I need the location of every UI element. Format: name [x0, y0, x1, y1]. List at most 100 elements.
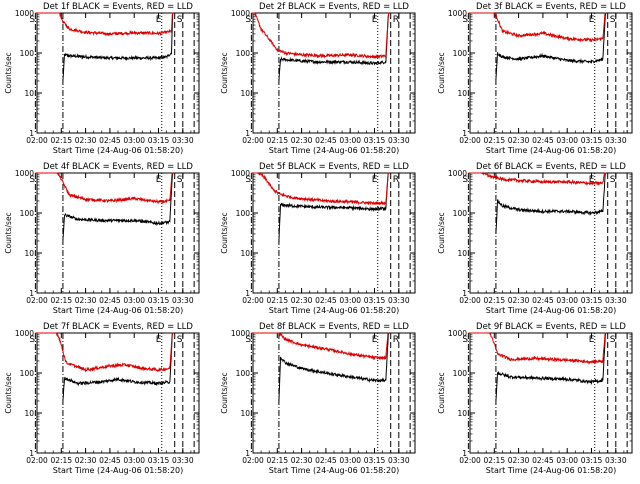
x-tick-label: 02:15: [266, 136, 288, 145]
x-tick-label: 02:30: [508, 456, 530, 465]
x-axis-label: Start Time (24-Aug-06 01:58:20): [269, 466, 400, 475]
panel-5f: Det 5f BLACK = Events, RED = LLD 1 10 100 10…: [220, 162, 416, 315]
y-tick-label: 100: [236, 209, 251, 218]
time-marker-label: S: [177, 175, 183, 185]
time-marker-label: R: [393, 175, 399, 185]
x-tick-label: 02:00: [242, 136, 264, 145]
x-tick-label: 02:15: [483, 456, 505, 465]
x-tick-label: 02:30: [291, 296, 313, 305]
series-lld-line: [251, 171, 390, 206]
y-tick-label: 10: [457, 89, 467, 98]
x-tick-label: 03:15: [581, 136, 603, 145]
time-marker-label: E: [156, 335, 162, 345]
x-tick-label: 03:30: [388, 296, 410, 305]
x-tick-label: 02:00: [459, 296, 481, 305]
x-tick-label: 02:15: [50, 136, 72, 145]
time-marker-label: S: [462, 335, 468, 345]
y-tick-label: 1: [29, 129, 34, 138]
y-tick-label: 1000: [231, 169, 250, 178]
y-tick-label: 100: [453, 49, 468, 58]
y-tick-label: 100: [236, 49, 251, 58]
y-tick-label: 1000: [448, 329, 467, 338]
time-marker-label: S: [29, 175, 35, 185]
series-lld-line: [35, 172, 174, 205]
series-lld-line: [468, 332, 607, 365]
x-axis-label: Start Time (24-Aug-06 01:58:20): [53, 466, 184, 475]
time-marker-label: E: [372, 15, 378, 25]
y-tick-label: 1: [245, 289, 250, 298]
y-tick-label: 100: [453, 209, 468, 218]
x-tick-label: 03:15: [148, 456, 170, 465]
time-marker-label: S: [610, 175, 616, 185]
panel-6f: Det 6f BLACK = Events, RED = LLD 1 10 100 10…: [437, 162, 633, 315]
panel-title: Det 1f BLACK = Events, RED = LLD: [43, 2, 193, 12]
x-tick-label: 03:15: [581, 296, 603, 305]
series-lld-line: [251, 12, 390, 60]
panel-title: Det 4f BLACK = Events, RED = LLD: [43, 162, 193, 172]
panel-title: Det 8f BLACK = Events, RED = LLD: [259, 322, 409, 332]
x-tick-label: 03:00: [339, 456, 361, 465]
x-axis-label: Start Time (24-Aug-06 01:58:20): [269, 146, 400, 155]
y-axis-label: Counts/sec: [220, 52, 229, 93]
panel-3f: Det 3f BLACK = Events, RED = LLD 1 10 100 10…: [437, 2, 633, 155]
x-tick-label: 02:30: [291, 456, 313, 465]
time-marker-label: S: [245, 15, 251, 25]
y-tick-label: 10: [240, 409, 250, 418]
series-events-line: [278, 12, 390, 82]
y-tick-label: 1000: [448, 169, 467, 178]
x-tick-label: 03:30: [172, 456, 194, 465]
x-tick-label: 02:45: [99, 136, 121, 145]
x-tick-label: 02:15: [50, 456, 72, 465]
x-tick-label: 02:15: [266, 296, 288, 305]
x-tick-label: 02:30: [75, 456, 97, 465]
time-marker-label: S: [462, 175, 468, 185]
x-tick-label: 02:00: [459, 136, 481, 145]
x-tick-label: 02:00: [242, 296, 264, 305]
panel-9f: Det 9f BLACK = Events, RED = LLD 1 10 100 10…: [437, 322, 633, 475]
time-marker-label: E: [589, 15, 595, 25]
y-axis-label: Counts/sec: [437, 372, 446, 413]
x-tick-label: 03:00: [339, 136, 361, 145]
y-axis-label: Counts/sec: [220, 212, 229, 253]
x-tick-label: 03:15: [581, 456, 603, 465]
x-tick-label: 03:00: [123, 456, 145, 465]
y-tick-label: 10: [457, 249, 467, 258]
x-tick-label: 03:00: [339, 296, 361, 305]
x-tick-label: 02:15: [266, 456, 288, 465]
x-axis-label: Start Time (24-Aug-06 01:58:20): [486, 146, 617, 155]
x-tick-label: 02:15: [483, 296, 505, 305]
time-marker-label: E: [156, 15, 162, 25]
x-tick-label: 03:15: [148, 296, 170, 305]
x-tick-label: 03:00: [556, 296, 578, 305]
time-marker-label: E: [589, 335, 595, 345]
series-lld-line: [35, 12, 174, 37]
x-tick-label: 02:45: [532, 136, 554, 145]
x-tick-label: 03:15: [364, 456, 386, 465]
series-events-line: [62, 12, 174, 81]
x-tick-label: 02:45: [315, 456, 337, 465]
x-tick-label: 02:00: [242, 456, 264, 465]
y-tick-label: 10: [24, 89, 34, 98]
x-tick-label: 02:45: [99, 296, 121, 305]
x-axis-label: Start Time (24-Aug-06 01:58:20): [486, 466, 617, 475]
series-lld-line: [251, 331, 390, 361]
y-tick-label: 10: [457, 409, 467, 418]
time-marker-label: E: [372, 335, 378, 345]
x-tick-label: 02:45: [315, 296, 337, 305]
y-tick-label: 1000: [231, 329, 250, 338]
panel-1f: Det 1f BLACK = Events, RED = LLD 1 10 100 10…: [4, 2, 200, 155]
series-lld-line: [35, 332, 174, 373]
y-tick-label: 100: [20, 49, 35, 58]
series-lld-line: [468, 172, 607, 187]
x-tick-label: 02:00: [26, 296, 48, 305]
panel-7f: Det 7f BLACK = Events, RED = LLD 1 10 100 10…: [4, 322, 200, 475]
series-events-line: [62, 172, 174, 241]
panel-title: Det 7f BLACK = Events, RED = LLD: [43, 322, 193, 332]
x-axis-label: Start Time (24-Aug-06 01:58:20): [53, 146, 184, 155]
y-tick-label: 1000: [15, 9, 34, 18]
y-tick-label: 1: [29, 289, 34, 298]
x-tick-label: 03:15: [364, 136, 386, 145]
x-tick-label: 03:30: [605, 296, 627, 305]
